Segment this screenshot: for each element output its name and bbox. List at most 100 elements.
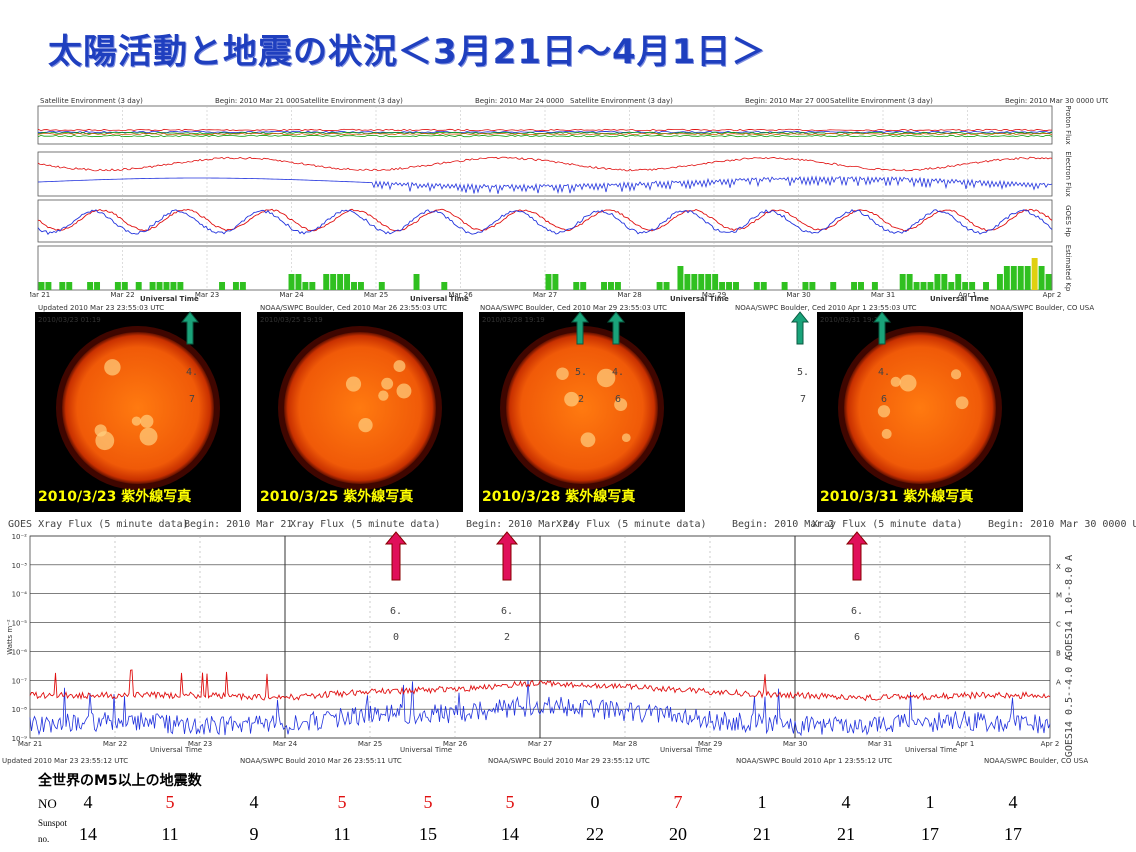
xray-date-label: Mar 30 <box>783 740 807 748</box>
proton-flux-line <box>37 130 1053 134</box>
kp-bar <box>962 282 969 290</box>
quake-count-cell: 5 <box>337 792 347 812</box>
green-up-arrow <box>872 311 892 345</box>
kp-bar <box>1024 266 1031 290</box>
sunspot-count-cell: 17 <box>1004 824 1022 844</box>
sat-date-label: Mar 29 <box>702 291 726 299</box>
red-up-arrow <box>384 531 408 581</box>
sunspot-count-cell: 11 <box>161 824 179 844</box>
kp-bar <box>121 282 128 290</box>
sun-active-region <box>614 398 628 412</box>
sat-row-label: Electron Flux <box>1064 151 1072 197</box>
quake-count-cell: 5 <box>505 792 515 812</box>
kp-bar <box>691 274 698 290</box>
sun-active-region <box>955 396 969 410</box>
kp-bar <box>580 282 587 290</box>
quake-table-title: 全世界のM5以上の地震数 <box>38 773 202 789</box>
green-up-arrow <box>180 311 200 345</box>
proton-flux-line <box>37 131 1053 135</box>
sat-footer: NOAA/SWPC Boulder, Ced 2010 Apr 1 23:55:… <box>735 304 917 312</box>
xray-class-label: C <box>1056 621 1061 629</box>
xray-number: 2 <box>504 632 510 643</box>
xray-number: 6. <box>390 606 402 617</box>
sun-number-2: 5. <box>575 367 587 378</box>
xray-date-label: Mar 24 <box>273 740 298 748</box>
kp-bar <box>344 274 351 290</box>
xray-footer: NOAA/SWPC Bould 2010 Mar 29 23:55:12 UTC <box>488 757 650 765</box>
kp-bar <box>1038 266 1045 290</box>
xray-header-right: Begin: 2010 Mar 2 <box>732 519 834 530</box>
kp-bar <box>983 282 989 290</box>
sun-active-region <box>899 374 917 392</box>
xray-date-label: Mar 29 <box>698 740 722 748</box>
quake-count-cell: 0 <box>590 792 600 812</box>
kp-bar <box>614 282 621 290</box>
xray-series-short <box>29 680 1051 737</box>
sun-active-region <box>131 416 142 426</box>
sunspot-count-cell: 9 <box>249 824 259 844</box>
xray-footer: Updated 2010 Mar 23 23:55:12 UTC <box>2 757 128 765</box>
sun-image-2: 2010/03/25 19:19 2010/3/25 紫外線写真 <box>257 312 463 512</box>
sun-timestamp: 2010/03/28 19:19 <box>482 316 545 324</box>
xray-axis-label: Universal Time <box>150 746 202 754</box>
sat-footer: Updated 2010 Mar 23 23:55:03 UTC <box>38 304 164 312</box>
sunspot-count-cell: 22 <box>586 824 604 844</box>
kp-bar <box>677 266 684 290</box>
page-title: 太陽活動と地震の状況＜3月21日～4月1日＞ <box>48 32 767 72</box>
xray-footer: NOAA/SWPC Bould 2010 Mar 26 23:55:11 UTC <box>240 757 402 765</box>
xray-y-tick: 10⁻² <box>12 533 28 541</box>
quake-count-cell: 1 <box>925 792 935 812</box>
kp-bar <box>219 282 226 290</box>
kp-bar <box>1010 266 1017 290</box>
xray-axis-label: Universal Time <box>905 746 957 754</box>
kp-bar <box>156 282 163 290</box>
sun-active-region <box>396 383 412 399</box>
kp-bar <box>295 274 302 290</box>
xray-header-right: Begin: 2010 Mar 24 <box>466 519 574 530</box>
kp-bar <box>351 282 357 290</box>
kp-bar <box>608 282 614 290</box>
outside-number: 7 <box>800 394 806 405</box>
xray-y-tick: 10⁻⁹ <box>12 735 28 743</box>
kp-bar <box>809 282 816 290</box>
green-up-arrow <box>606 311 626 345</box>
sat-footer: NOAA/SWPC Boulder, Ced 2010 Mar 29 23:55… <box>480 304 667 312</box>
kp-bar <box>705 274 712 290</box>
goes-hp-line <box>37 208 1053 235</box>
kp-bar <box>87 282 94 290</box>
kp-bar <box>552 274 559 290</box>
xray-ylabel: Watts m⁻² <box>6 619 14 655</box>
kp-bar <box>955 274 962 290</box>
sun-active-region <box>378 390 389 401</box>
sat-date-label: Mar 27 <box>533 291 557 299</box>
sat-header-right: Begin: 2010 Mar 27 000 <box>745 97 829 105</box>
xray-axis-label: Universal Time <box>660 746 712 754</box>
sunspot-count-cell: 14 <box>79 824 97 844</box>
sat-header-left: Satellite Environment (3 day) <box>40 97 143 105</box>
sat-date-label: Mar 24 <box>279 291 304 299</box>
sun-active-region <box>881 428 892 439</box>
kp-bar <box>969 282 976 290</box>
sun-image-caption: 2010/3/31 紫外線写真 <box>820 489 974 505</box>
sat-axis-label: Universal Time <box>930 295 989 303</box>
kp-bar <box>684 274 691 290</box>
xray-header-right: Begin: 2010 Mar 30 0000 UTC <box>988 519 1136 530</box>
sun-number-3: 6 <box>615 394 621 405</box>
sunspot-count-cell: 15 <box>419 824 437 844</box>
kp-bar <box>920 282 927 290</box>
sat-date-label: Mar 30 <box>786 291 810 299</box>
kp-bar <box>948 282 955 290</box>
sat-footer: NOAA/SWPC Boulder, CO USA <box>990 304 1094 312</box>
xray-y-tick: 10⁻⁵ <box>12 620 28 628</box>
sun-disk-image: 2010/03/23 01:19 <box>38 316 220 490</box>
xray-footer: NOAA/SWPC Bould 2010 Apr 1 23:55:12 UTC <box>736 757 892 765</box>
quake-count-cell: 4 <box>83 792 93 812</box>
sun-timestamp: 2010/03/23 01:19 <box>38 316 101 324</box>
kp-bar <box>545 274 552 290</box>
kp-bar <box>802 282 809 290</box>
kp-bar <box>239 282 246 290</box>
no-row-label: NO <box>38 796 57 811</box>
xray-header-left: Xray Flux (5 minute data) <box>556 519 707 530</box>
electron-flux-line <box>37 156 1053 172</box>
xray-date-label: Mar 21 <box>18 740 42 748</box>
